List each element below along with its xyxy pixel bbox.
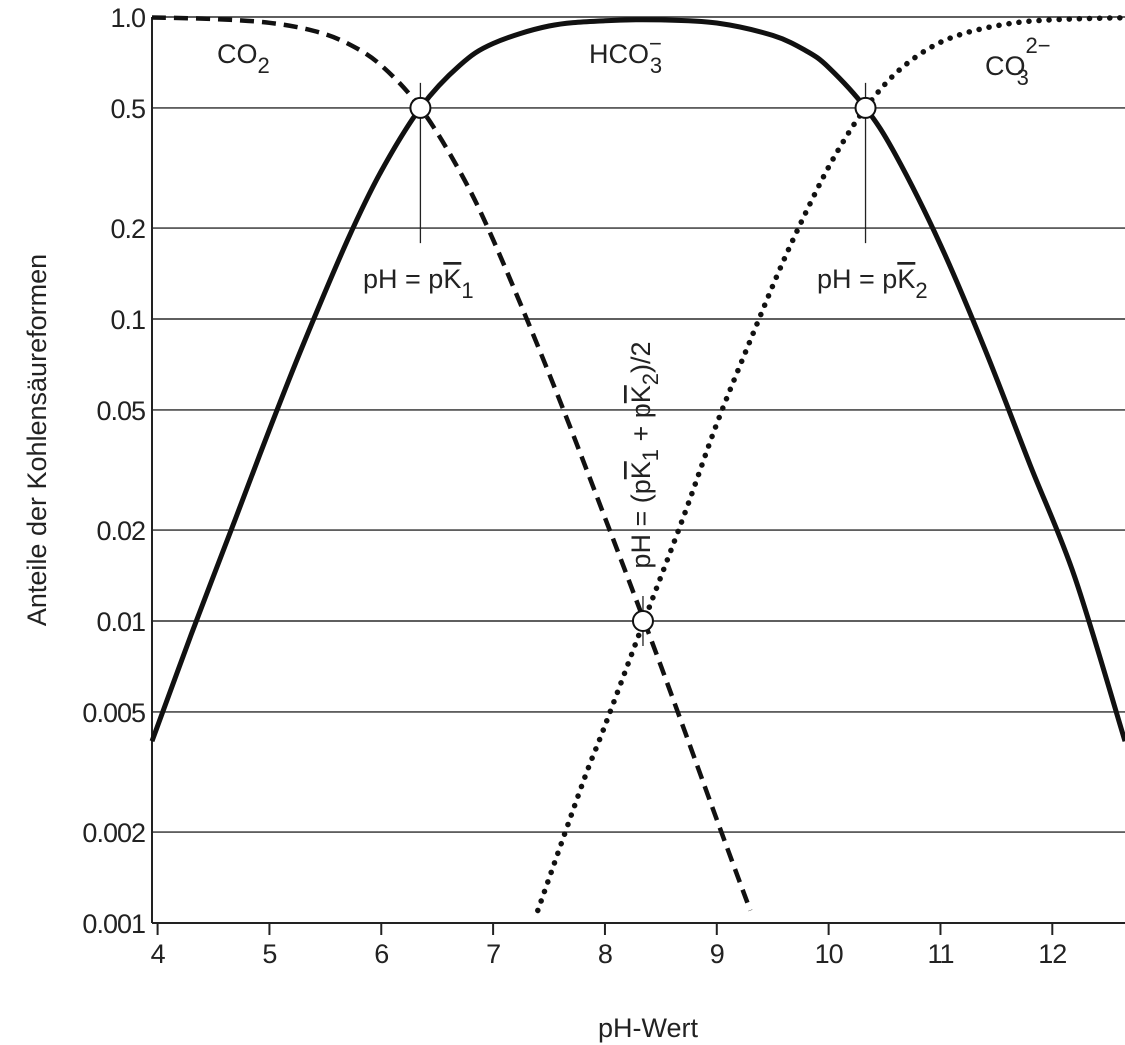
y-axis-title: Anteile der Kohlensäureformen — [22, 254, 52, 626]
label-pk1-k: K — [443, 264, 461, 294]
label-pk1-sub: 1 — [461, 278, 473, 303]
label-hco3-sup: − — [649, 31, 662, 56]
x-tick-label: 8 — [598, 939, 612, 969]
series-line-hco3 — [149, 17, 1125, 743]
y-tick-label: 0.005 — [82, 698, 145, 728]
label-mid-sub2: 2 — [638, 373, 663, 385]
x-tick-label: 5 — [262, 939, 276, 969]
grid-lines — [151, 16, 1125, 935]
x-tick-label: 10 — [815, 939, 843, 969]
label-mid: pH = (pK1 + pK2)/2 — [626, 341, 663, 568]
label-hco3: HCO− 3 — [589, 31, 662, 78]
y-tick-label: 0.001 — [82, 909, 145, 939]
equivalence-markers — [409, 96, 877, 632]
label-pk2-sub: 2 — [915, 278, 927, 303]
label-co3-sup: 2− — [1026, 33, 1051, 58]
x-tick-label: 12 — [1038, 939, 1066, 969]
label-co3: CO2− 3 — [985, 33, 1051, 90]
y-tick-label: 0.1 — [110, 305, 145, 335]
x-tick-label: 6 — [374, 939, 388, 969]
label-co2-main: CO — [217, 39, 258, 69]
label-pk2-prefix: pH = p — [817, 264, 897, 294]
label-pk1-prefix: pH = p — [363, 264, 443, 294]
label-pk2-k: K — [897, 264, 915, 294]
y-tick-label: 0.2 — [110, 214, 145, 244]
data-series — [149, 14, 1125, 914]
y-tick-label: 0.05 — [96, 396, 145, 426]
y-tick-label: 0.002 — [82, 818, 145, 848]
tick-labels: 1.0 0.5 0.2 0.1 0.05 0.02 0.01 0.005 0.002 0.0014… — [82, 3, 1067, 969]
x-tick-label: 4 — [151, 939, 166, 969]
x-tick-label: 11 — [927, 939, 953, 969]
label-hco3-main: HCO — [589, 39, 649, 69]
label-co2: CO2 — [217, 39, 270, 78]
intersection-marker — [631, 610, 654, 632]
x-tick-label: 7 — [486, 939, 500, 969]
label-mid-sub1: 1 — [638, 449, 663, 461]
label-co3-main: CO — [985, 51, 1026, 81]
intersection-marker — [854, 96, 877, 119]
label-mid-k1: K — [626, 461, 656, 479]
x-axis-title: pH-Wert — [598, 1013, 699, 1043]
series-line-co3-2 — [535, 14, 1125, 914]
y-tick-label: 0.5 — [110, 94, 145, 124]
y-tick-label: 0.02 — [96, 516, 145, 546]
label-mid-part1: pH = (p — [626, 479, 656, 568]
label-mid-part3: )/2 — [626, 341, 656, 373]
label-co2-sub: 2 — [258, 53, 270, 78]
y-tick-label: 0.01 — [96, 607, 145, 637]
label-mid-part2: + p — [626, 403, 656, 449]
label-pk2: pH = pK2 — [817, 264, 928, 303]
label-pk1: pH = pK1 — [363, 264, 474, 303]
label-mid-k2: K — [626, 385, 656, 403]
series-line-co2 — [151, 15, 753, 912]
y-tick-label: 1.0 — [110, 3, 145, 33]
label-co3-sub: 3 — [1017, 65, 1029, 90]
intersection-marker — [409, 96, 432, 119]
label-hco3-sub: 3 — [650, 53, 662, 78]
x-tick-label: 9 — [710, 939, 724, 969]
